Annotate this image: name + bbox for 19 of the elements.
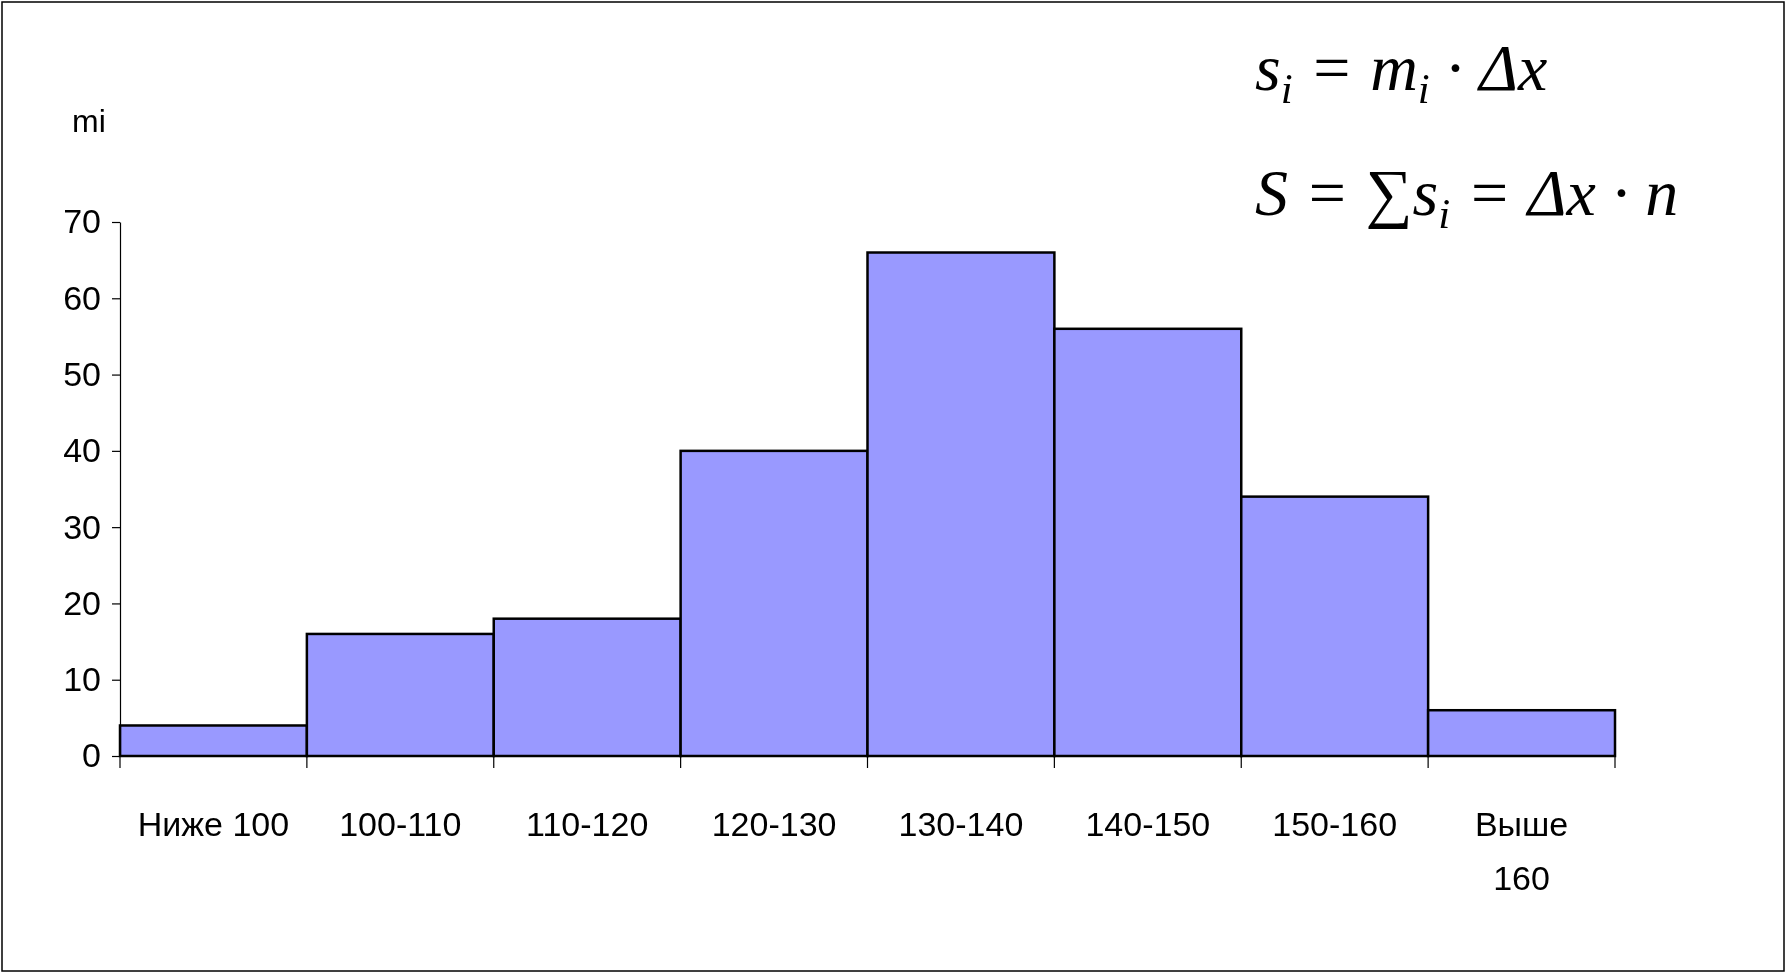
y-tick-label: 0 (82, 736, 101, 775)
x-tick-label: 140-150 (1085, 805, 1211, 843)
y-tick-label: 50 (63, 354, 101, 393)
y-tick-label: 60 (63, 278, 101, 317)
y-tick-label: 30 (63, 507, 101, 546)
x-tick-label: Выше 160 (1474, 805, 1569, 898)
y-tick-label: 40 (63, 431, 101, 470)
x-tick-label: Ниже 100 (137, 805, 290, 843)
x-tick-label: 130-140 (898, 805, 1024, 843)
x-tick-label: 110-120 (526, 805, 649, 843)
x-tick-label: 120-130 (711, 805, 837, 843)
y-tick-label: 70 (63, 202, 101, 241)
text: s$_{i}$ = m$_{i}$ · Δx (1255, 31, 1548, 112)
y-tick-label: 20 (63, 583, 101, 622)
x-tick-label: 100-110 (339, 805, 462, 843)
y-axis-title: mi (72, 103, 106, 139)
y-tick-label: 10 (63, 660, 101, 699)
annotation: S = ∑s$_{i}$ = Δx · n (1255, 156, 1679, 237)
x-tick-label: 150-160 (1272, 805, 1398, 843)
